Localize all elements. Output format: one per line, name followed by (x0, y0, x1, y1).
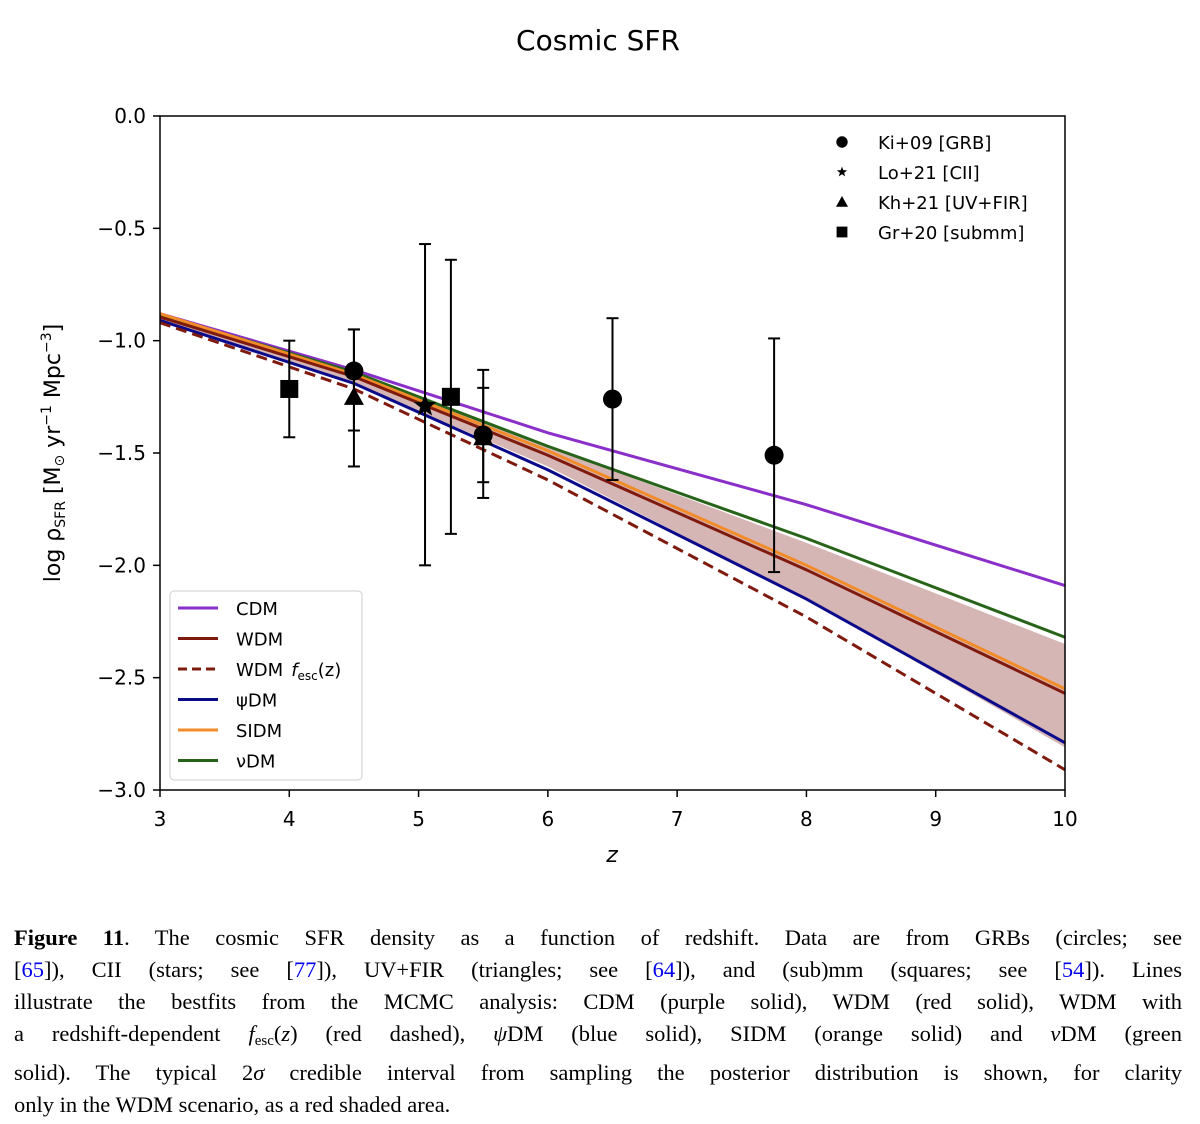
y-axis-label: log ρSFR [M⊙ yr−1 Mpc−3] (39, 324, 69, 582)
marker-square (441, 387, 460, 406)
y-tick-label: −1.0 (97, 329, 146, 353)
x-tick-label: 6 (541, 807, 554, 831)
citation-link[interactable]: 54 (1061, 957, 1085, 982)
x-tick-label: 7 (671, 807, 684, 831)
marker-triangle (343, 386, 364, 405)
chart-title: Cosmic SFR (516, 24, 680, 57)
legend-label: ψDM (236, 691, 277, 712)
caption-text: esc (254, 1033, 274, 1049)
caption-line: illustrate the bestfits from the MCMC an… (14, 986, 1182, 1018)
y-tick-label: −2.0 (97, 553, 146, 577)
x-tick-label: 4 (283, 807, 296, 831)
marker-circle (764, 445, 784, 465)
citation-link[interactable]: 65 (21, 957, 45, 982)
caption-text: ]), UV+FIR (triangles; see [ (316, 957, 653, 982)
legend-models: CDM WDM WDM fesc(z) ψDM SIDM νDM (169, 590, 363, 781)
y-tick-label: −2.5 (97, 666, 146, 690)
x-tick-label: 8 (800, 807, 813, 831)
marker-circle (836, 136, 848, 148)
y-tick-label: −3.0 (97, 778, 146, 802)
legend-label: Lo+21 [CII] (878, 163, 980, 184)
caption-text: ]), CII (stars; see [ (44, 957, 294, 982)
caption-text: ]). Lines (1084, 957, 1182, 982)
legend-label: CDM (236, 599, 278, 620)
legend-label: Gr+20 [submm] (878, 223, 1024, 244)
marker-star (413, 393, 437, 416)
caption-text: [ (14, 957, 22, 982)
caption-text: f (248, 1021, 255, 1046)
y-tick-label: −0.5 (97, 216, 146, 240)
marker-triangle (836, 196, 848, 207)
legend-label: SIDM (236, 721, 282, 742)
caption-text: solid). The typical 2 (14, 1060, 254, 1085)
caption-text: Figure 11 (14, 925, 125, 950)
caption-line: Figure 11. The cosmic SFR density as a f… (14, 922, 1182, 954)
caption-text: ψ (493, 1021, 508, 1046)
x-tick-label: 5 (412, 807, 425, 831)
marker-star (836, 166, 848, 177)
caption-text: DM (green (1060, 1021, 1183, 1046)
caption-text: illustrate the bestfits from the MCMC an… (14, 989, 1182, 1014)
caption-line: [65]), CII (stars; see [77]), UV+FIR (tr… (14, 954, 1182, 986)
legend-label: νDM (236, 752, 275, 773)
y-tick-label: 0.0 (114, 104, 146, 128)
caption-text: . The cosmic SFR density as a function o… (124, 925, 1182, 950)
caption-line: solid). The typical 2σ credible interval… (14, 1057, 1182, 1089)
caption-text: σ (253, 1060, 265, 1085)
legend-label: Ki+09 [GRB] (878, 133, 991, 154)
caption-text: only in the WDM scenario, as a red shade… (14, 1092, 451, 1117)
caption-line: only in the WDM scenario, as a red shade… (14, 1089, 1182, 1121)
citation-link[interactable]: 64 (652, 957, 676, 982)
x-tick-label: 3 (154, 807, 167, 831)
marker-circle (603, 389, 622, 409)
citation-link[interactable]: 77 (293, 957, 317, 982)
legend-label: Kh+21 [UV+FIR] (878, 193, 1028, 214)
legend-label: WDM (236, 630, 283, 651)
cosmic-sfr-chart: Cosmic SFR 3 4 5 6 7 8 9 10 0.0 −0.5 −1.0 −1.5 −2.0 −… (39, 24, 1078, 868)
caption-text: z (281, 1021, 291, 1046)
caption-text: ]), and (sub)mm (squares; see [ (675, 957, 1062, 982)
caption-text: credible interval from sampling the post… (264, 1060, 1182, 1085)
x-tick-label: 9 (929, 807, 942, 831)
caption-line: a redshift-dependent fesc(z) (red dashed… (14, 1018, 1182, 1057)
caption-text: a redshift-dependent (14, 1021, 249, 1046)
caption-text: DM (blue solid), SIDM (orange solid) and (507, 1021, 1051, 1046)
legend-label: WDM fesc(z) (236, 660, 341, 683)
legend-data: Ki+09 [GRB] Lo+21 [CII] Kh+21 [UV+FIR] Gr+2… (836, 133, 1028, 244)
caption-text: ( (273, 1021, 282, 1046)
marker-square (836, 226, 848, 238)
caption-text: ) (red dashed), (290, 1021, 494, 1046)
x-axis-label: z (605, 843, 618, 868)
figure-caption: Figure 11. The cosmic SFR density as a f… (14, 922, 1182, 1121)
marker-square (280, 379, 299, 398)
marker-triangle (473, 427, 494, 446)
caption-text: ν (1050, 1021, 1061, 1046)
x-tick-label: 10 (1052, 807, 1077, 831)
y-tick-label: −1.5 (97, 441, 146, 465)
